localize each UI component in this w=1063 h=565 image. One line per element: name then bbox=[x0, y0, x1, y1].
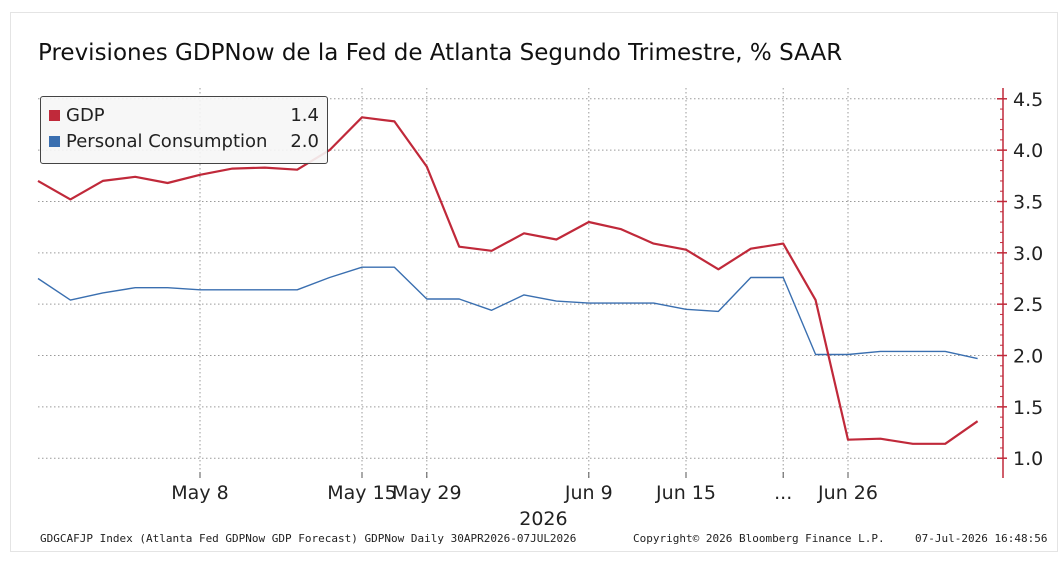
data-point-gdp bbox=[166, 182, 168, 184]
data-point-personal-consumption bbox=[879, 350, 881, 352]
data-point-gdp bbox=[296, 168, 298, 170]
legend-label-gdp: GDP bbox=[66, 105, 105, 126]
x-tick-label: May 29 bbox=[392, 482, 462, 504]
footer-source: GDGCAFJP Index (Atlanta Fed GDPNow GDP F… bbox=[40, 532, 577, 545]
series-line-gdp bbox=[37, 116, 979, 445]
data-point-gdp bbox=[652, 242, 654, 244]
data-point-personal-consumption bbox=[717, 310, 719, 312]
data-point-personal-consumption bbox=[69, 299, 71, 301]
data-point-personal-consumption bbox=[652, 302, 654, 304]
data-point-personal-consumption bbox=[37, 277, 39, 279]
data-point-personal-consumption bbox=[393, 266, 395, 268]
y-tick-label: 3.0 bbox=[1013, 243, 1043, 265]
data-point-gdp bbox=[750, 248, 752, 250]
data-point-gdp bbox=[361, 116, 363, 118]
series-line-personal-consumption bbox=[37, 266, 978, 360]
data-point-personal-consumption bbox=[912, 350, 914, 352]
data-point-gdp bbox=[393, 120, 395, 122]
data-point-gdp bbox=[588, 221, 590, 223]
y-tick-label: 1.5 bbox=[1013, 397, 1043, 419]
data-point-gdp bbox=[37, 180, 39, 182]
data-point-gdp bbox=[231, 167, 233, 169]
data-point-gdp bbox=[490, 250, 492, 252]
x-tick-label: May 15 bbox=[327, 482, 397, 504]
data-point-personal-consumption bbox=[944, 350, 946, 352]
data-point-personal-consumption bbox=[296, 289, 298, 291]
legend-value-gdp: 1.4 bbox=[290, 105, 319, 126]
data-point-personal-consumption bbox=[458, 298, 460, 300]
data-point-gdp bbox=[134, 176, 136, 178]
legend-label-personal-consumption: Personal Consumption bbox=[66, 131, 268, 152]
chart-title: Previsiones GDPNow de la Fed de Atlanta … bbox=[38, 40, 843, 66]
data-point-personal-consumption bbox=[750, 276, 752, 278]
x-tick-label: ... bbox=[774, 482, 792, 504]
data-point-gdp bbox=[523, 232, 525, 234]
legend-value-personal-consumption: 2.0 bbox=[290, 131, 319, 152]
y-tick-label: 2.0 bbox=[1013, 346, 1043, 368]
data-point-personal-consumption bbox=[264, 289, 266, 291]
x-tick-label: Jun 26 bbox=[817, 482, 878, 504]
data-point-personal-consumption bbox=[814, 353, 816, 355]
y-tick-label: 4.5 bbox=[1013, 89, 1043, 111]
footer-timestamp: 07-Jul-2026 16:48:56 bbox=[915, 532, 1048, 545]
data-point-personal-consumption bbox=[166, 287, 168, 289]
data-point-gdp bbox=[555, 238, 557, 240]
data-point-gdp bbox=[814, 299, 816, 301]
legend-swatch-gdp bbox=[49, 110, 60, 121]
data-point-gdp bbox=[782, 242, 784, 244]
data-point-personal-consumption bbox=[847, 353, 849, 355]
data-point-gdp bbox=[976, 420, 978, 422]
x-axis-label: 2026 bbox=[519, 508, 567, 530]
chart-legend: GDP 1.4 Personal Consumption 2.0 bbox=[40, 96, 328, 164]
data-point-gdp bbox=[685, 249, 687, 251]
data-point-gdp bbox=[264, 166, 266, 168]
y-tick-label: 4.0 bbox=[1013, 140, 1043, 162]
data-point-personal-consumption bbox=[134, 287, 136, 289]
chart-frame bbox=[10, 12, 1058, 552]
x-tick-label: Jun 15 bbox=[655, 482, 716, 504]
data-point-personal-consumption bbox=[782, 276, 784, 278]
data-point-personal-consumption bbox=[328, 276, 330, 278]
y-tick-label: 1.0 bbox=[1013, 448, 1043, 470]
footer-copyright: Copyright© 2026 Bloomberg Finance L.P. bbox=[633, 532, 885, 545]
data-point-personal-consumption bbox=[555, 300, 557, 302]
data-point-personal-consumption bbox=[523, 294, 525, 296]
legend-swatch-personal-consumption bbox=[49, 136, 60, 147]
data-point-personal-consumption bbox=[199, 289, 201, 291]
data-point-gdp bbox=[458, 245, 460, 247]
legend-item-gdp: GDP 1.4 bbox=[49, 105, 321, 127]
data-point-gdp bbox=[879, 437, 881, 439]
x-tick-label: Jun 9 bbox=[564, 482, 613, 504]
data-point-gdp bbox=[620, 228, 622, 230]
data-point-gdp bbox=[847, 439, 849, 441]
data-point-gdp bbox=[912, 443, 914, 445]
data-point-gdp bbox=[199, 174, 201, 176]
data-point-personal-consumption bbox=[426, 298, 428, 300]
data-point-personal-consumption bbox=[361, 266, 363, 268]
data-point-personal-consumption bbox=[620, 302, 622, 304]
data-point-personal-consumption bbox=[490, 309, 492, 311]
data-point-personal-consumption bbox=[588, 302, 590, 304]
data-point-gdp bbox=[328, 149, 330, 151]
data-point-gdp bbox=[102, 180, 104, 182]
data-point-personal-consumption bbox=[976, 357, 978, 359]
data-point-personal-consumption bbox=[102, 292, 104, 294]
x-tick-label: May 8 bbox=[171, 482, 228, 504]
data-point-gdp bbox=[944, 443, 946, 445]
data-point-personal-consumption bbox=[685, 308, 687, 310]
data-point-gdp bbox=[717, 268, 719, 270]
data-point-personal-consumption bbox=[231, 289, 233, 291]
y-tick-label: 3.5 bbox=[1013, 191, 1043, 213]
data-point-gdp bbox=[69, 198, 71, 200]
data-point-gdp bbox=[426, 165, 428, 167]
y-tick-label: 2.5 bbox=[1013, 294, 1043, 316]
legend-item-personal-consumption: Personal Consumption 2.0 bbox=[49, 131, 321, 153]
